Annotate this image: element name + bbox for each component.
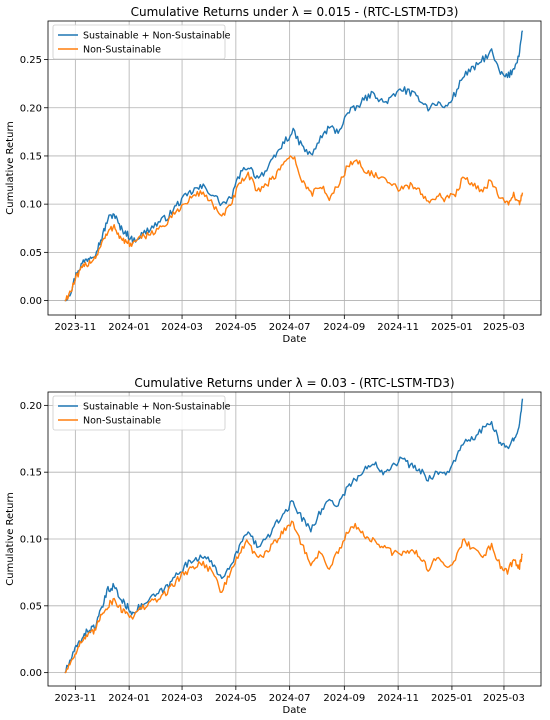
plot-area bbox=[64, 398, 524, 674]
series-line-non-sustainable bbox=[64, 155, 524, 302]
x-tick-label: 2024-09 bbox=[323, 693, 365, 704]
x-tick-label: 2023-11 bbox=[54, 693, 96, 704]
y-tick-label: 0.25 bbox=[20, 55, 42, 66]
series-line-sustainable-non-sustainable bbox=[64, 398, 524, 674]
legend-box bbox=[52, 395, 226, 431]
x-tick-label: 2024-03 bbox=[161, 693, 203, 704]
legend-label: Non-Sustainable bbox=[83, 416, 161, 427]
chart-title: Cumulative Returns under λ = 0.03 - (RTC… bbox=[134, 376, 454, 390]
x-tick-label: 2025-01 bbox=[431, 322, 473, 333]
x-tick-label: 2024-07 bbox=[269, 322, 311, 333]
x-tick-label: 2024-01 bbox=[108, 322, 150, 333]
chart-lambda-003: Cumulative Returns under λ = 0.03 - (RTC… bbox=[5, 376, 542, 716]
plot-area bbox=[64, 30, 524, 302]
x-axis-label: Date bbox=[283, 705, 307, 716]
y-axis-label: Cumulative Return bbox=[5, 492, 16, 585]
y-axis-label: Cumulative Return bbox=[5, 121, 16, 214]
x-tick-label: 2024-03 bbox=[161, 322, 203, 333]
y-tick-label: 0.10 bbox=[20, 535, 42, 546]
y-tick-label: 0.20 bbox=[20, 401, 42, 412]
x-tick-label: 2024-11 bbox=[377, 693, 419, 704]
y-tick-label: 0.05 bbox=[20, 601, 42, 612]
y-tick-label: 0.10 bbox=[20, 200, 42, 211]
axes-frame bbox=[47, 391, 542, 687]
x-tick-label: 2024-05 bbox=[215, 322, 257, 333]
y-tick-label: 0.20 bbox=[20, 103, 42, 114]
legend-label: Sustainable + Non-Sustainable bbox=[83, 31, 231, 42]
legend-label: Non-Sustainable bbox=[83, 45, 161, 56]
x-tick-label: 2024-05 bbox=[215, 693, 257, 704]
y-tick-label: 0.15 bbox=[20, 151, 42, 162]
axes-frame bbox=[47, 20, 542, 316]
x-tick-label: 2025-01 bbox=[431, 693, 473, 704]
y-tick-label: 0.00 bbox=[20, 668, 42, 679]
x-tick-label: 2023-11 bbox=[54, 322, 96, 333]
x-tick-label: 2025-03 bbox=[483, 693, 525, 704]
x-tick-label: 2024-11 bbox=[377, 322, 419, 333]
legend-box bbox=[52, 24, 226, 60]
chart-lambda-0015: Cumulative Returns under λ = 0.015 - (RT… bbox=[5, 5, 542, 345]
legend: Sustainable + Non-Sustainable Non-Sustain… bbox=[52, 24, 231, 60]
legend: Sustainable + Non-Sustainable Non-Sustain… bbox=[52, 395, 231, 431]
y-tick-label: 0.00 bbox=[20, 296, 42, 307]
series-line-sustainable-non-sustainable bbox=[64, 30, 524, 302]
series-line-non-sustainable bbox=[64, 520, 524, 674]
x-tick-label: 2025-03 bbox=[483, 322, 525, 333]
grid bbox=[48, 21, 541, 315]
x-tick-label: 2024-01 bbox=[108, 693, 150, 704]
legend-label: Sustainable + Non-Sustainable bbox=[83, 402, 231, 413]
y-tick-label: 0.05 bbox=[20, 248, 42, 259]
y-tick-label: 0.15 bbox=[20, 468, 42, 479]
chart-title: Cumulative Returns under λ = 0.015 - (RT… bbox=[131, 5, 459, 19]
x-tick-label: 2024-07 bbox=[269, 693, 311, 704]
x-axis-label: Date bbox=[283, 334, 307, 345]
x-tick-label: 2024-09 bbox=[323, 322, 365, 333]
